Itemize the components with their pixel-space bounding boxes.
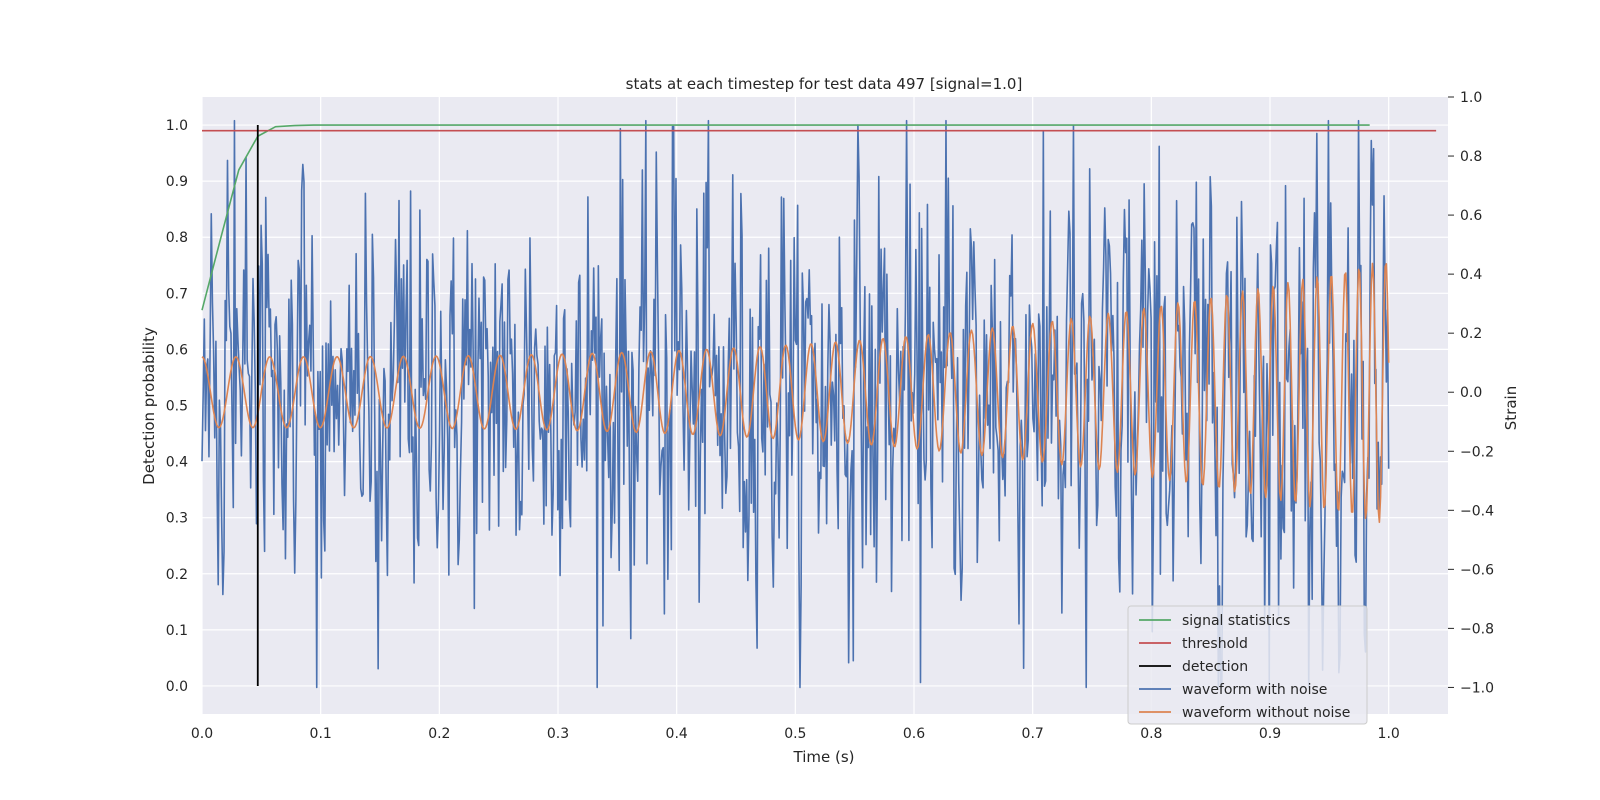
x-axis-label: Time (s)	[793, 748, 855, 766]
waveform-without-noise-line	[201, 262, 1390, 524]
y-tick-label: 1.0	[166, 118, 188, 134]
y2-axis-ticks: 1.0 0.8 0.6 0.4 0.2 0.0 −0.2 −0.4 −0.6 −0.8 −1.0	[1448, 90, 1494, 696]
x-tick-label: 0.2	[428, 726, 450, 742]
chart-title: stats at each timestep for test data 497…	[626, 75, 1023, 93]
x-tick-label: 0.7	[1022, 726, 1044, 742]
y2-tick-label: −1.0	[1460, 680, 1494, 696]
legend-label: threshold	[1182, 636, 1248, 652]
y-tick-label: 0.8	[166, 230, 188, 246]
legend-box	[1127, 605, 1368, 725]
y2-axis-label: Strain	[1502, 386, 1520, 430]
y-tick-label: 0.4	[166, 455, 188, 471]
y2-tick-label: −0.4	[1460, 503, 1494, 519]
y2-tick-label: 0.8	[1460, 149, 1482, 165]
y2-tick-label: 1.0	[1460, 90, 1482, 106]
x-tick-label: 0.0	[191, 726, 213, 742]
y2-tick-label: 0.4	[1460, 267, 1482, 283]
legend-label: signal statistics	[1182, 613, 1290, 629]
y-tick-label: 0.5	[166, 399, 188, 415]
y-tick-label: 0.7	[166, 286, 188, 302]
y2-tick-label: 0.6	[1460, 208, 1482, 224]
y2-tick-label: −0.8	[1460, 621, 1494, 637]
y-tick-label: 0.6	[166, 342, 188, 358]
x-axis-ticks: 0.0 0.1 0.2 0.3 0.4 0.5 0.6 0.7 0.8 0.9 1.0	[191, 726, 1400, 742]
y-tick-label: 0.1	[166, 623, 188, 639]
legend: signal statistics threshold detection wavef…	[1127, 605, 1368, 725]
x-tick-label: 0.1	[310, 726, 332, 742]
y-axis-ticks: 0.0 0.1 0.2 0.3 0.4 0.5 0.6 0.7 0.8 0.9 1.0	[166, 118, 188, 695]
signal-statistics-line	[201, 124, 1370, 311]
y2-tick-label: 0.2	[1460, 326, 1482, 342]
x-tick-label: 0.4	[666, 726, 688, 742]
x-tick-label: 0.8	[1140, 726, 1162, 742]
legend-label: detection	[1182, 659, 1248, 675]
x-tick-label: 1.0	[1378, 726, 1400, 742]
y-tick-label: 0.9	[166, 174, 188, 190]
x-tick-label: 0.5	[784, 726, 806, 742]
plot-lines	[201, 119, 1437, 689]
y2-tick-label: 0.0	[1460, 385, 1482, 401]
y-tick-label: 0.3	[166, 511, 188, 527]
x-tick-label: 0.6	[903, 726, 925, 742]
y2-tick-label: −0.2	[1460, 444, 1494, 460]
waveform-with-noise-line	[201, 119, 1390, 689]
y-tick-label: 0.0	[166, 679, 188, 695]
x-tick-label: 0.9	[1259, 726, 1281, 742]
y2-tick-label: −0.6	[1460, 562, 1494, 578]
legend-label: waveform without noise	[1182, 705, 1350, 721]
y-axis-label: Detection probability	[140, 327, 158, 485]
y-tick-label: 0.2	[166, 567, 188, 583]
legend-label: waveform with noise	[1182, 682, 1327, 698]
x-tick-label: 0.3	[547, 726, 569, 742]
